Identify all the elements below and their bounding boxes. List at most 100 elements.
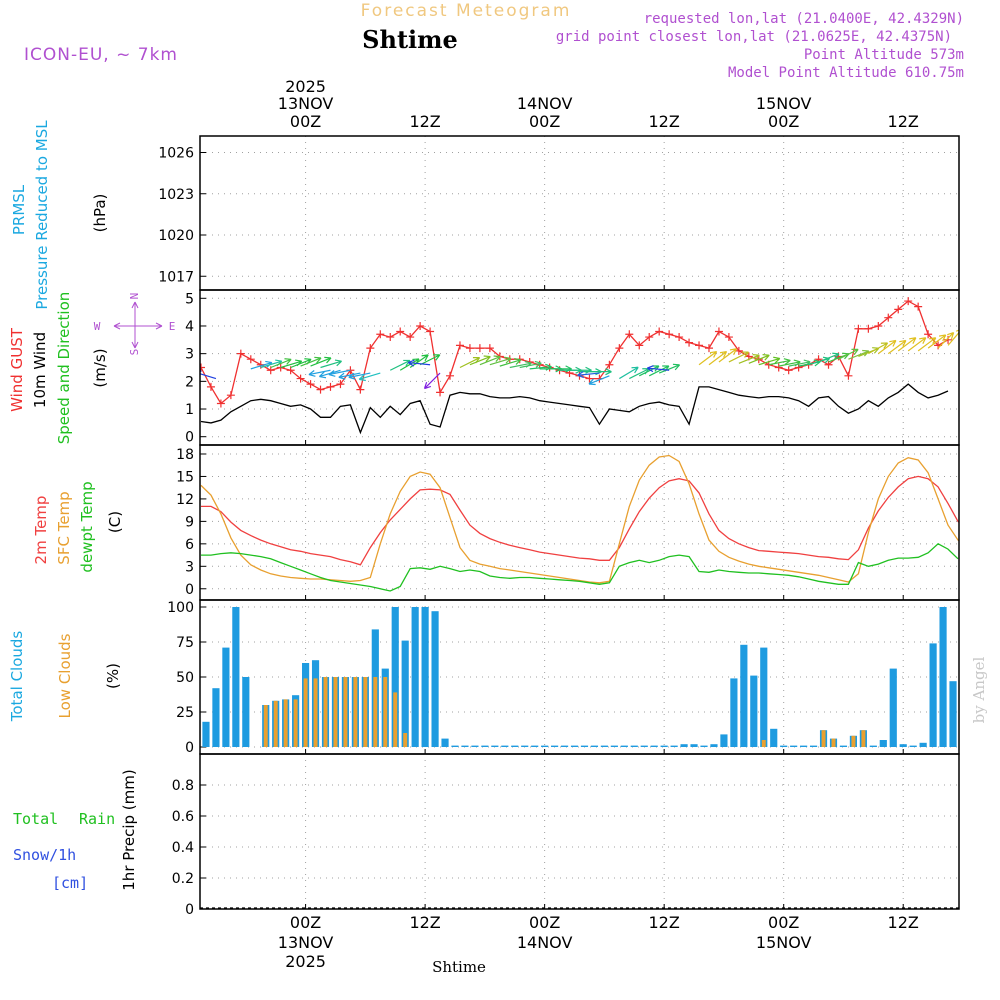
panel-5: 0 0.2 0.4 0.6 0.8 — [172, 753, 960, 918]
total-cloud-bar — [580, 745, 589, 747]
gust-marker — [714, 327, 723, 336]
y-tick-label: 1023 — [158, 187, 194, 203]
low-cloud-bar — [761, 740, 766, 747]
gust-marker — [734, 346, 743, 355]
pressure-label-prmsl: PRMSL — [10, 184, 28, 235]
total-rain-label-total: Total — [13, 810, 58, 828]
gust-marker — [416, 321, 425, 330]
gust-marker — [704, 344, 713, 353]
panel-data — [201, 144, 948, 279]
y-tick-label: 0 — [185, 582, 194, 598]
total-cloud-bar — [501, 745, 509, 747]
wind-direction-arrow — [489, 356, 512, 366]
wind-direction-arrow — [308, 369, 331, 377]
wind-direction-arrow — [200, 369, 202, 371]
low-cloud-bar — [323, 677, 328, 747]
y-tick-label: 6 — [185, 537, 194, 553]
wind-direction-arrow — [423, 372, 441, 390]
low-cloud-bar — [851, 735, 856, 747]
gust-marker — [376, 330, 385, 339]
total-cloud-bar — [511, 745, 519, 747]
wind-direction-arrow — [937, 331, 955, 349]
total-cloud-bar — [720, 734, 728, 747]
low-cloud-bar — [293, 699, 298, 747]
bottom-time-axis: 00Z 12Z 00Z 12Z 00Z 12Z 13NOV 14NOV 15NOV 2025 — [278, 913, 919, 971]
low-cloud-bar — [343, 677, 348, 747]
gust-marker — [864, 324, 873, 333]
gust-marker — [844, 371, 853, 380]
wind-direction-arrow — [588, 375, 610, 386]
total-cloud-bar — [790, 745, 798, 747]
wind-direction-arrow — [270, 358, 292, 369]
gust-marker — [316, 385, 325, 394]
low-cloud-bar — [403, 733, 408, 747]
wind-direction-arrow — [519, 360, 542, 369]
total-cloud-bar — [939, 607, 947, 747]
y-tick-label: 100 — [167, 600, 194, 616]
wind-compass: W E N S — [94, 293, 176, 356]
total-cloud-bar — [889, 668, 897, 747]
wind-panel-labels: Wind GUST 10m Wind Speed and Direction (… — [8, 292, 175, 445]
total-cloud-bar — [780, 745, 788, 747]
gust-marker — [784, 366, 793, 375]
gust-marker — [336, 380, 345, 389]
wind-direction-arrow — [348, 372, 371, 380]
total-cloud-bar — [800, 745, 808, 747]
gust-marker — [485, 344, 494, 353]
total-cloud-bar — [401, 640, 409, 747]
wind-direction-arrow — [897, 337, 917, 352]
low-cloud-bar — [353, 677, 358, 747]
total-cloud-bar — [600, 745, 608, 747]
total-cloud-bar — [959, 607, 966, 747]
pressure-unit: (hPa) — [91, 194, 109, 233]
panel-data — [200, 454, 959, 592]
low-cloud-bar — [363, 677, 368, 747]
gust-marker — [854, 324, 863, 333]
total-cloud-bar — [531, 745, 539, 747]
total-cloud-bar — [879, 740, 887, 747]
low-clouds-label: Low Clouds — [56, 633, 74, 718]
gust-marker — [625, 330, 634, 339]
wind-direction-arrow — [619, 366, 639, 380]
wind-direction-arrow — [569, 366, 592, 374]
bottom-hour-label: 00Z — [768, 913, 799, 932]
total-cloud-bar — [929, 643, 937, 747]
wind-direction-label: Speed and Direction — [55, 292, 73, 445]
total-cloud-bar — [770, 728, 778, 747]
total-cloud-bar — [730, 678, 738, 747]
gust-marker — [356, 385, 365, 394]
gust-marker — [276, 363, 285, 372]
top-hour-label: 12Z — [888, 112, 919, 131]
total-cloud-bar — [481, 745, 489, 747]
gust-marker — [874, 321, 883, 330]
gust-marker — [386, 333, 395, 342]
bottom-year-label: 2025 — [285, 952, 326, 971]
gust-marker — [206, 382, 215, 391]
gust-marker — [655, 327, 664, 336]
total-cloud-bar — [461, 745, 469, 747]
gust-marker — [645, 333, 654, 342]
wind-direction-arrow — [577, 371, 600, 379]
total-cloud-bar — [869, 745, 877, 747]
y-tick-label: 0 — [185, 430, 194, 446]
total-cloud-bar — [242, 677, 250, 747]
total-cloud-bar — [212, 688, 220, 747]
wind-direction-arrow — [708, 350, 728, 366]
panel-1: 1017 1020 1023 1026 — [158, 135, 960, 291]
total-cloud-bar — [491, 745, 499, 747]
low-cloud-bar — [313, 678, 318, 747]
panel-2: 0 1 2 3 4 5 — [185, 289, 960, 446]
wind-direction-arrow — [738, 354, 760, 364]
y-tick-label: 3 — [185, 559, 194, 575]
forecast-meteogram-title: Forecast Meteogram — [361, 1, 572, 21]
point-altitude: Point Altitude 573m — [804, 47, 964, 63]
wind-direction-arrow — [917, 337, 937, 352]
wind-unit: (m/s) — [91, 348, 109, 387]
snow-label: Snow/1h — [13, 846, 76, 864]
total-cloud-bar — [610, 745, 618, 747]
bottom-hour-label: 12Z — [888, 913, 919, 932]
gust-marker — [406, 333, 415, 342]
wind-direction-arrow — [877, 339, 897, 355]
model-name: ICON-EU, ~ 7km — [24, 45, 178, 65]
